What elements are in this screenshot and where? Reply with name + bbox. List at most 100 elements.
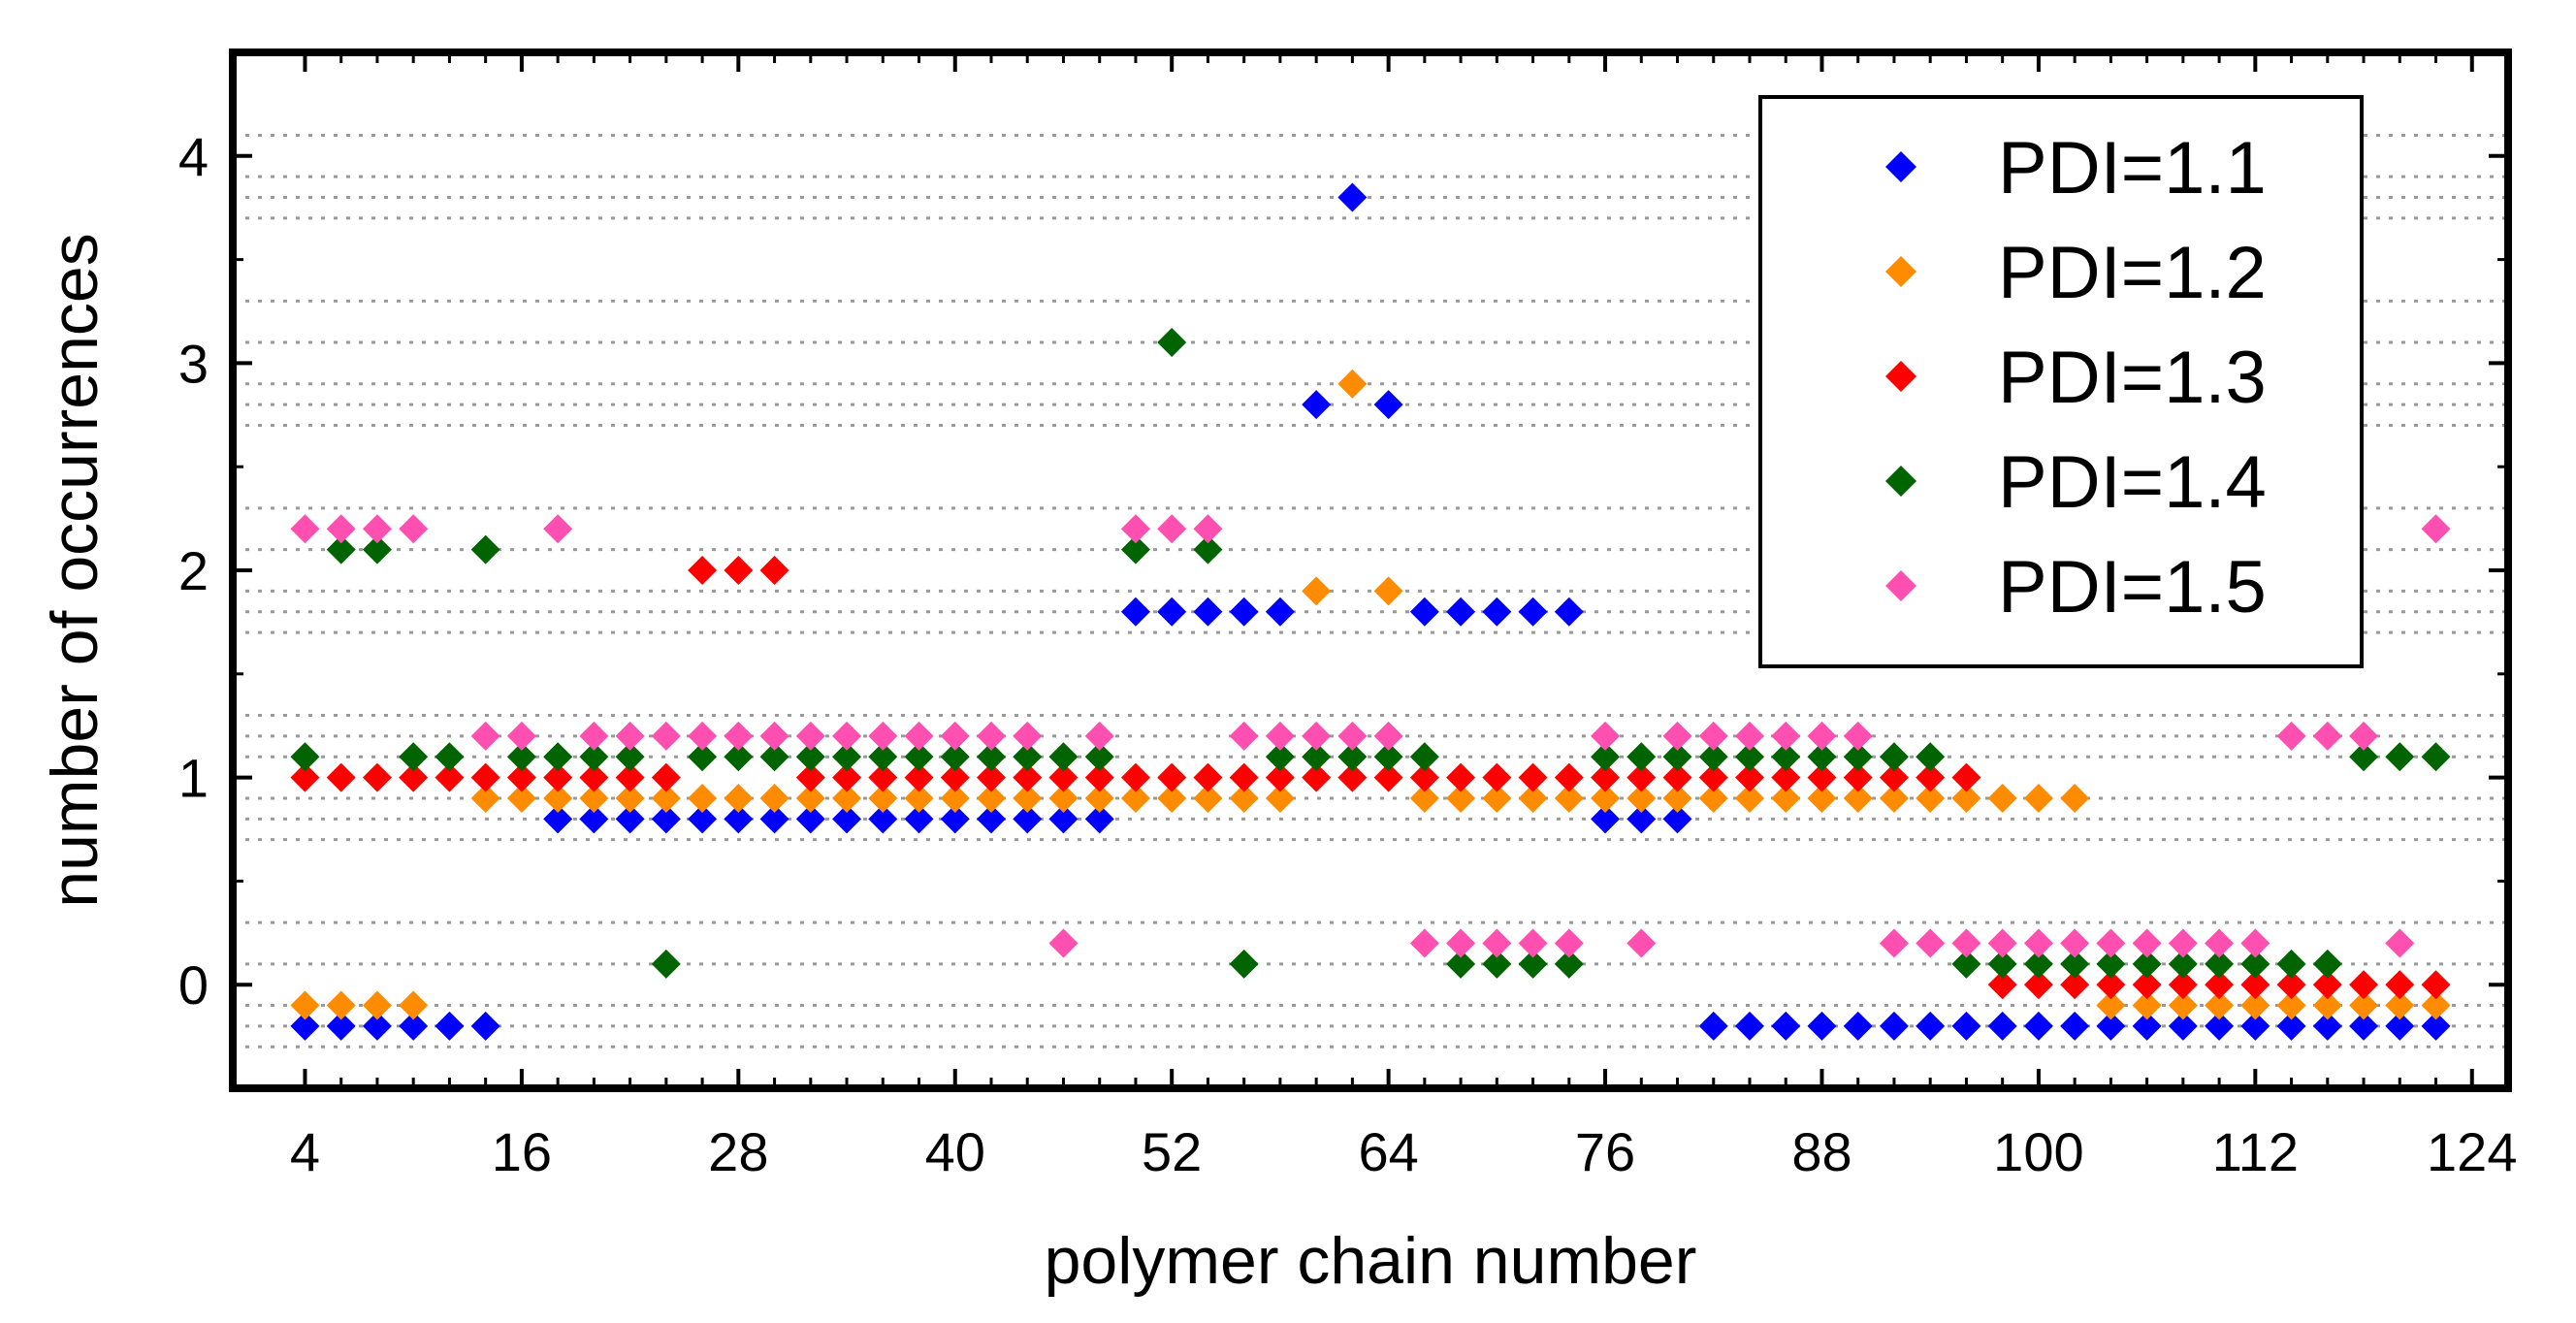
- data-point: [1482, 783, 1512, 813]
- data-point: [399, 742, 429, 772]
- data-point: [1229, 783, 1259, 813]
- data-point: [362, 534, 392, 565]
- data-point: [2240, 990, 2270, 1020]
- data-point: [1951, 1011, 1981, 1041]
- data-point: [2421, 514, 2451, 544]
- data-point: [2205, 928, 2235, 958]
- data-point: [651, 721, 681, 751]
- data-point: [1591, 804, 1621, 834]
- data-point: [1951, 949, 1981, 979]
- data-point: [543, 762, 573, 792]
- data-point: [2132, 928, 2162, 958]
- data-point: [1735, 742, 1764, 772]
- data-point: [2240, 949, 2270, 979]
- data-point: [1735, 762, 1764, 792]
- data-point: [1302, 721, 1332, 751]
- data-point: [1879, 762, 1909, 792]
- data-point: [724, 804, 754, 834]
- data-point: [1157, 597, 1187, 627]
- data-point: [1084, 742, 1114, 772]
- data-point: [1916, 742, 1946, 772]
- data-point: [1698, 742, 1728, 772]
- legend-marker: [1885, 151, 1916, 182]
- data-point: [1879, 742, 1909, 772]
- data-point: [759, 742, 789, 772]
- data-point: [506, 783, 536, 813]
- data-point: [795, 783, 825, 813]
- y-tick-labels: 0 1 2 3 4: [178, 126, 209, 1016]
- y-tick-label: 3: [178, 333, 209, 394]
- data-point: [2060, 970, 2090, 1000]
- data-point: [1409, 928, 1439, 958]
- data-point: [326, 534, 356, 565]
- data-point: [1265, 597, 1295, 627]
- data-point: [2276, 970, 2306, 1000]
- data-point: [1048, 762, 1079, 792]
- data-point: [724, 721, 754, 751]
- data-point: [2132, 970, 2162, 1000]
- data-point: [1879, 1011, 1909, 1041]
- data-point: [1626, 762, 1657, 792]
- data-point: [1807, 762, 1837, 792]
- data-point: [1446, 949, 1476, 979]
- data-point: [290, 990, 320, 1020]
- data-point: [795, 804, 825, 834]
- data-point: [1518, 762, 1548, 792]
- x-tick-label: 88: [1791, 1121, 1852, 1182]
- data-point: [2385, 990, 2415, 1020]
- gridlines: [233, 133, 2508, 1049]
- data-point: [2421, 970, 2451, 1000]
- data-point: [1591, 721, 1621, 751]
- data-point: [2023, 949, 2053, 979]
- data-point: [1157, 783, 1187, 813]
- x-tick-label: 28: [708, 1121, 768, 1182]
- data-point: [543, 804, 573, 834]
- data-point: [1265, 783, 1295, 813]
- data-point: [904, 762, 934, 792]
- data-point: [1482, 928, 1512, 958]
- x-tick-label: 100: [1993, 1121, 2083, 1182]
- data-point: [1120, 514, 1150, 544]
- data-point: [2240, 1011, 2270, 1041]
- data-point: [2060, 1011, 2090, 1041]
- data-point: [2168, 928, 2198, 958]
- data-point: [1843, 1011, 1873, 1041]
- data-point: [1229, 721, 1259, 751]
- data-point: [1193, 597, 1223, 627]
- data-point: [1229, 597, 1259, 627]
- data-point: [506, 721, 536, 751]
- data-point: [977, 783, 1006, 813]
- data-point: [1302, 390, 1332, 420]
- data-point: [795, 762, 825, 792]
- data-point: [940, 762, 970, 792]
- data-point: [1302, 762, 1332, 792]
- data-point: [977, 742, 1006, 772]
- data-point: [2205, 949, 2235, 979]
- data-point: [2060, 928, 2090, 958]
- y-tick-label: 2: [178, 540, 209, 601]
- data-point: [977, 762, 1006, 792]
- legend-label: PDI=1.5: [1998, 546, 2267, 629]
- data-point: [2023, 928, 2053, 958]
- data-point: [1591, 742, 1621, 772]
- data-point: [2240, 928, 2270, 958]
- data-point: [1229, 949, 1259, 979]
- data-point: [1013, 762, 1043, 792]
- data-point: [2096, 928, 2126, 958]
- x-tick-label: 112: [2212, 1121, 2299, 1182]
- data-point: [1302, 576, 1332, 606]
- data-point: [1337, 369, 1368, 399]
- data-point: [1807, 721, 1837, 751]
- data-point: [2421, 1011, 2451, 1041]
- y-tick-label: 0: [178, 954, 209, 1016]
- legend-label: PDI=1.4: [1998, 441, 2267, 524]
- data-point: [1048, 928, 1079, 958]
- data-point: [1626, 742, 1657, 772]
- x-tick-label: 4: [290, 1121, 320, 1182]
- data-point: [1120, 534, 1150, 565]
- data-point: [1951, 928, 1981, 958]
- data-point: [506, 762, 536, 792]
- data-point: [1698, 762, 1728, 792]
- data-point: [2385, 928, 2415, 958]
